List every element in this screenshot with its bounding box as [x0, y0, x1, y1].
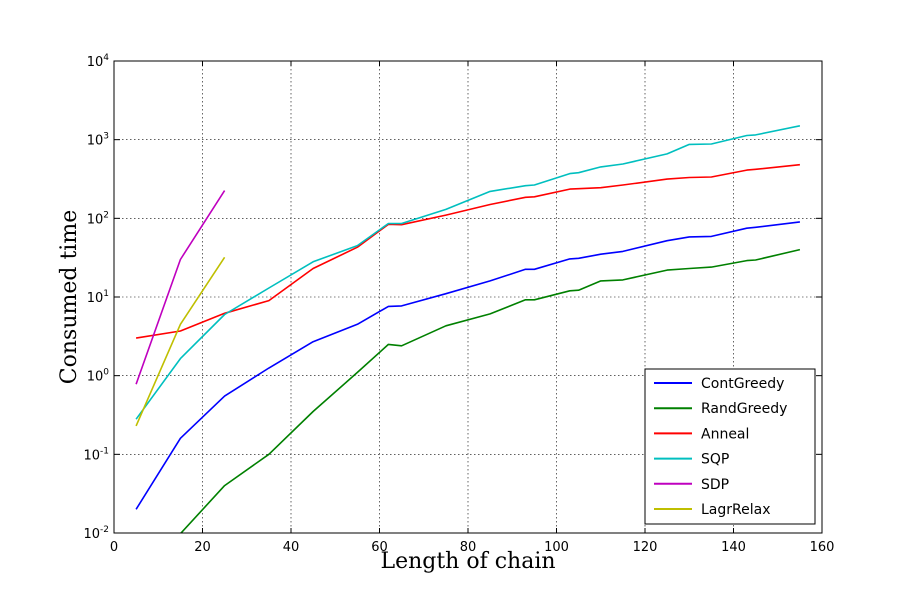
- x-tick-label: 100: [544, 540, 569, 555]
- ticks: [113, 60, 823, 534]
- legend-label-anneal: Anneal: [701, 426, 749, 442]
- x-tick-label: 120: [633, 540, 658, 555]
- x-tick-label: 0: [110, 540, 118, 555]
- series-line-contgreedy: [135, 221, 800, 510]
- legend-label-sqp: SQP: [701, 452, 729, 468]
- x-tick-label: 80: [460, 540, 477, 555]
- legend: ContGreedy RandGreedy Anneal SQP SDP LagrRela…: [644, 368, 816, 525]
- legend-box: [644, 368, 816, 525]
- x-tick-label: 160: [810, 540, 835, 555]
- x-tick-label: 20: [194, 540, 211, 555]
- y-tick-label: 100: [87, 368, 110, 385]
- y-tick-label: 104: [87, 53, 110, 70]
- x-tick-label: 60: [371, 540, 388, 555]
- legend-label-sdp: SDP: [701, 477, 729, 493]
- y-axis-label: Consumed time: [57, 210, 82, 384]
- series-line-sqp: [135, 125, 801, 420]
- series-line-anneal: [135, 163, 800, 339]
- y-tick-label: 101: [87, 289, 109, 306]
- y-tick-label: 10-2: [83, 525, 109, 542]
- legend-label-randgreedy: RandGreedy: [701, 401, 787, 417]
- x-tick-labels: 0 20 40 60 80 100 120 140 160: [110, 540, 835, 555]
- legend-label-lagrrelax: LagrRelax: [701, 502, 771, 518]
- x-axis-label: Length of chain: [380, 549, 555, 574]
- x-tick-label: 140: [721, 540, 746, 555]
- series-layer: [135, 125, 801, 533]
- series-line-lagrrelax: [135, 256, 226, 427]
- x-tick-label: 40: [283, 540, 300, 555]
- y-tick-label: 103: [87, 132, 109, 149]
- series-line-randgreedy: [179, 248, 801, 533]
- series-line-sdp: [135, 190, 226, 385]
- legend-label-contgreedy: ContGreedy: [701, 376, 784, 392]
- y-tick-labels: 10-2 10-1 100 101 102 103 104: [83, 53, 109, 542]
- y-tick-label: 102: [87, 210, 109, 227]
- y-tick-label: 10-1: [83, 446, 109, 463]
